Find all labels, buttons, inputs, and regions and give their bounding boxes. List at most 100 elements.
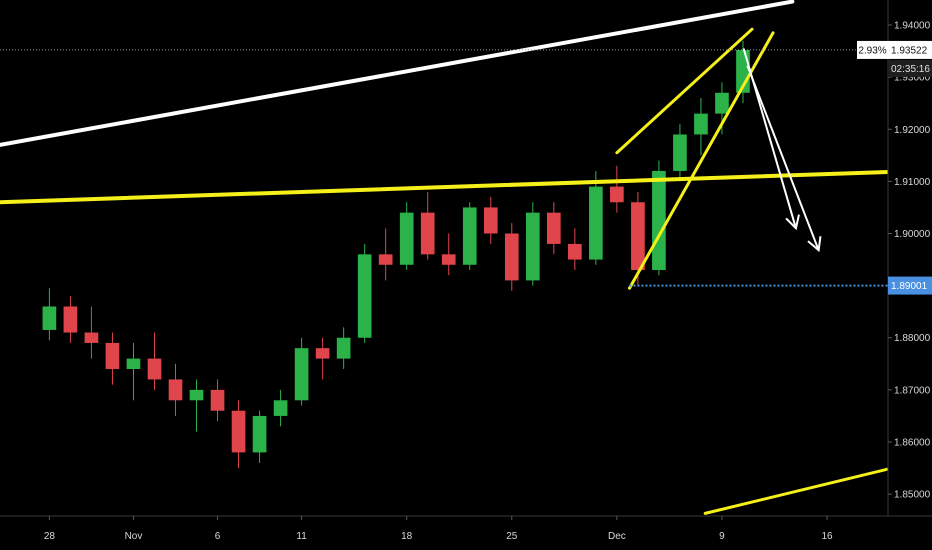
candle bbox=[462, 202, 477, 270]
time-tick-label: 28 bbox=[44, 531, 56, 542]
candle bbox=[631, 191, 645, 286]
candle-body bbox=[483, 207, 498, 234]
candle-body bbox=[546, 212, 561, 244]
time-tick-label: Nov bbox=[125, 531, 143, 542]
candle bbox=[483, 197, 498, 244]
candle-body bbox=[252, 415, 267, 453]
support-price-badge-label: 1.89001 bbox=[891, 281, 928, 292]
candle bbox=[336, 327, 351, 370]
candle bbox=[105, 332, 120, 385]
candle bbox=[399, 202, 414, 270]
time-axis[interactable]: 28 Nov 6 11 18 25 Dec 9 16 bbox=[44, 516, 833, 542]
candle-body bbox=[420, 212, 435, 255]
yellow-wedge-lower-line bbox=[627, 31, 775, 290]
price-tick-label: 1.87000 bbox=[894, 385, 931, 396]
candle-body bbox=[504, 233, 519, 281]
price-tick-label: 1.85000 bbox=[894, 490, 931, 501]
yellow-resistance-line bbox=[0, 170, 890, 205]
price-plot-area[interactable] bbox=[42, 40, 750, 469]
candle-body bbox=[315, 348, 330, 359]
arrow-shaft bbox=[746, 65, 820, 251]
candle bbox=[231, 400, 246, 469]
candle-body bbox=[610, 186, 624, 203]
candle bbox=[147, 332, 162, 390]
candle-body bbox=[189, 389, 204, 401]
candle-body bbox=[673, 134, 687, 171]
candle-body bbox=[525, 212, 540, 281]
candle bbox=[252, 410, 267, 463]
candle bbox=[378, 228, 393, 281]
candle-body bbox=[715, 92, 729, 114]
candle bbox=[694, 97, 708, 156]
price-badges: 2.93% 1.93522 02:35:16 1.89001 bbox=[857, 40, 932, 295]
candle-body bbox=[294, 348, 309, 401]
candle bbox=[42, 288, 57, 341]
candle bbox=[63, 296, 78, 343]
arrow-head bbox=[785, 214, 800, 231]
candle-body bbox=[63, 306, 78, 333]
candle bbox=[168, 363, 183, 416]
price-tick-label: 1.86000 bbox=[894, 437, 931, 448]
countdown-badge-label: 02:35:16 bbox=[891, 64, 930, 75]
candle bbox=[673, 124, 687, 182]
candle bbox=[84, 306, 99, 359]
percent-badge-label: 2.93% bbox=[858, 45, 886, 56]
candle bbox=[273, 389, 288, 427]
time-tick-label: 11 bbox=[296, 531, 307, 542]
candle bbox=[568, 228, 582, 270]
candle bbox=[126, 342, 141, 401]
time-axis-panel[interactable] bbox=[0, 516, 932, 550]
price-axis-panel[interactable] bbox=[888, 0, 932, 550]
candle bbox=[525, 202, 540, 286]
countdown-badge bbox=[888, 59, 932, 77]
arrow-head bbox=[807, 236, 822, 253]
candle-body bbox=[210, 389, 225, 411]
candle-body bbox=[399, 212, 414, 265]
candle-body bbox=[84, 332, 99, 343]
time-tick-label: 9 bbox=[719, 531, 725, 542]
candle-body bbox=[105, 342, 120, 370]
candle bbox=[610, 165, 624, 213]
support-price-badge bbox=[888, 276, 932, 295]
candle-body bbox=[42, 306, 57, 330]
candle-body bbox=[378, 254, 393, 265]
last-price-badge bbox=[888, 40, 932, 59]
time-tick-label: 25 bbox=[506, 531, 518, 542]
candle bbox=[589, 170, 603, 265]
candle bbox=[441, 233, 456, 276]
candle-body bbox=[231, 410, 246, 453]
candle bbox=[189, 379, 204, 432]
down-arrow bbox=[746, 65, 822, 253]
candle-body bbox=[589, 186, 603, 260]
candle bbox=[210, 379, 225, 422]
candle-body bbox=[631, 202, 645, 270]
price-tick-label: 1.90000 bbox=[894, 229, 931, 240]
candle-body bbox=[147, 358, 162, 380]
candle-body bbox=[462, 207, 477, 265]
candle bbox=[315, 337, 330, 380]
price-tick-label: 1.92000 bbox=[894, 125, 931, 136]
last-price-badge-label: 1.93522 bbox=[891, 45, 928, 56]
candle-body bbox=[441, 254, 456, 265]
price-tick-label: 1.88000 bbox=[894, 333, 931, 344]
candle-body bbox=[357, 254, 372, 338]
candle bbox=[546, 202, 561, 255]
percent-badge bbox=[857, 40, 888, 59]
time-tick-label: 18 bbox=[401, 531, 413, 542]
time-tick-label: 6 bbox=[215, 531, 221, 542]
yellow-bottom-line bbox=[703, 467, 890, 515]
candle bbox=[357, 243, 372, 343]
candle-body bbox=[694, 113, 708, 135]
time-tick-label: 16 bbox=[821, 531, 833, 542]
time-tick-label: Dec bbox=[608, 531, 626, 542]
candle bbox=[420, 191, 435, 260]
white-channel-line bbox=[0, 0, 795, 147]
candle bbox=[504, 223, 519, 291]
price-tick-label: 1.93000 bbox=[894, 73, 931, 84]
candle-body bbox=[126, 358, 141, 370]
price-tick-label: 1.94000 bbox=[894, 21, 931, 32]
drawing-lines bbox=[0, 0, 890, 515]
candle-body bbox=[168, 379, 183, 401]
